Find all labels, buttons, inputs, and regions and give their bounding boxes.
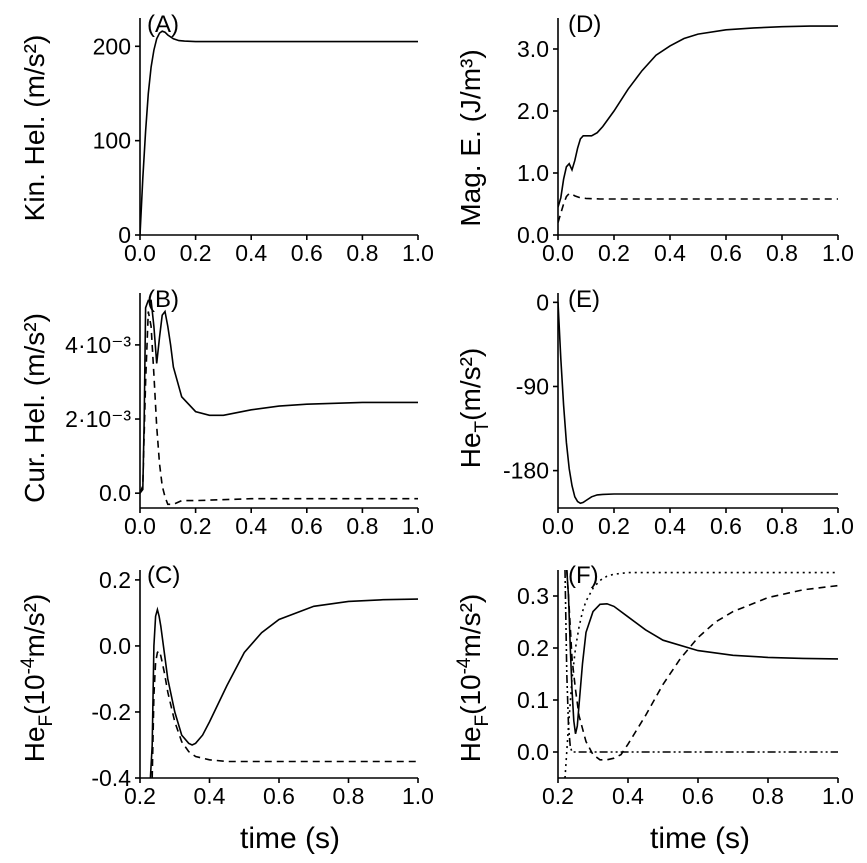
x-tick-label: 0.2 — [124, 783, 156, 809]
y-tick-label: -0.4 — [91, 765, 131, 791]
y-tick-label: 0.2 — [99, 567, 131, 593]
panel-a-label: (A) — [147, 11, 179, 38]
x-tick-label: 0.2 — [598, 513, 630, 539]
panel-c-series-dashed-line — [151, 649, 418, 778]
y-tick-label: 3.0 — [517, 36, 549, 62]
y-tick-label: 0 — [118, 222, 131, 248]
x-tick-label: 0.8 — [346, 513, 378, 539]
x-tick-label: 1.0 — [822, 240, 854, 266]
panel-d-series-dashed-line — [558, 192, 838, 223]
panel-f: (F) HeF(10-4m/s²) 0.2 0.4 0.6 0.8 1.0 0.0 0.1 0… — [454, 562, 854, 809]
y-tick-label: 200 — [93, 33, 131, 59]
panel-a-ylabel: Kin. Hel. (m/s²) — [19, 35, 50, 222]
x-tick-label: 0.6 — [682, 783, 714, 809]
x-tick-label: 0.2 — [180, 240, 212, 266]
y-tick-label: -0.2 — [91, 699, 131, 725]
x-tick-label: 0.6 — [263, 783, 295, 809]
x-tick-label: 0.4 — [612, 783, 644, 809]
x-tick-label: 0.4 — [654, 513, 686, 539]
y-tick-label: 0.3 — [517, 583, 549, 609]
panel-c-ylabel-main: HeF(10-4m/s²) — [18, 594, 57, 763]
panel-e-label: (E) — [568, 286, 600, 313]
panel-f-series-solid-line — [566, 570, 838, 734]
panel-c-ylabel-unit: m/s²) — [19, 594, 50, 658]
panel-b: (B) Cur. Hel. (m/s²) 0.0 0.2 0.4 0.6 0.8 1.00… — [19, 286, 434, 539]
panel-c-ylabel-sup: -4 — [18, 657, 39, 674]
y-tick-label: 2.0 — [517, 98, 549, 124]
panel-c-ylabel-he: He — [19, 726, 50, 762]
panel-b-series-dashed-line — [140, 311, 418, 506]
x-tick-label: 0.8 — [333, 783, 365, 809]
panel-d: (D) Mag. E. (J/m³) 0.0 0.2 0.4 0.6 0.8 1.0 0.0… — [455, 11, 854, 266]
panel-d-series-solid-line — [558, 25, 838, 208]
x-tick-label: 0.8 — [766, 513, 798, 539]
y-tick-label: 2·10⁻³ — [65, 406, 131, 432]
panel-a-series-solid-line — [140, 30, 418, 235]
panel-f-series-dotted-line — [564, 571, 838, 778]
panel-d-label: (D) — [568, 11, 601, 38]
x-tick-label: 0.0 — [124, 240, 156, 266]
x-tick-label: 0.8 — [346, 240, 378, 266]
y-tick-label: 0.0 — [517, 739, 549, 765]
y-tick-label: 0 — [536, 289, 549, 315]
x-tick-label: 0.6 — [291, 513, 323, 539]
x-axis-label-right: time (s) — [650, 822, 750, 855]
panel-b-ylabel: Cur. Hel. (m/s²) — [19, 313, 50, 503]
x-tick-label: 1.0 — [402, 513, 434, 539]
x-tick-label: 1.0 — [822, 513, 854, 539]
panel-e-ylabel-main: HeT(m/s²) — [455, 348, 493, 468]
x-axis-label-left: time (s) — [240, 822, 340, 855]
x-tick-label: 0.6 — [710, 240, 742, 266]
panel-c-series-solid-line — [149, 598, 418, 778]
panel-c-label: (C) — [147, 562, 180, 589]
y-tick-label: 0.0 — [517, 222, 549, 248]
y-tick-label: 0.2 — [517, 635, 549, 661]
panel-f-ylabel-sup: -4 — [454, 657, 475, 674]
x-tick-label: 0.4 — [654, 240, 686, 266]
x-tick-label: 0.2 — [542, 783, 574, 809]
panel-e-ylabel-he: He — [455, 432, 486, 468]
x-tick-label: 1.0 — [822, 783, 854, 809]
y-tick-label: -180 — [503, 458, 549, 484]
x-tick-label: 0.4 — [235, 513, 267, 539]
x-tick-label: 0.2 — [180, 513, 212, 539]
x-tick-label: 0.0 — [124, 513, 156, 539]
y-tick-label: 0.0 — [99, 633, 131, 659]
panel-f-ylabel-he: He — [455, 726, 486, 762]
x-tick-label: 0.0 — [542, 240, 574, 266]
panel-f-ylabel-rest: (10 — [455, 674, 486, 714]
panel-c-ylabel-sub: F — [36, 715, 57, 727]
panel-a: (A) Kin. Hel. (m/s²) 0.0 0.2 0.4 0.6 0.8 1.0 0… — [19, 11, 434, 266]
x-tick-label: 0.6 — [291, 240, 323, 266]
x-tick-label: 0.6 — [710, 513, 742, 539]
panel-b-series-solid-line — [140, 299, 418, 494]
y-tick-label: 1.0 — [517, 160, 549, 186]
y-tick-label: 0.1 — [517, 687, 549, 713]
x-tick-label: 1.0 — [402, 240, 434, 266]
x-tick-label: 1.0 — [402, 783, 434, 809]
x-tick-label: 0.8 — [766, 240, 798, 266]
x-tick-label: 0.8 — [752, 783, 784, 809]
panel-f-ylabel-sub: F — [472, 715, 493, 727]
x-tick-label: 0.2 — [598, 240, 630, 266]
panel-e: (E) HeT(m/s²) 0.0 0.2 0.4 0.6 0.8 1.0 -180 -90 0 — [455, 286, 854, 539]
panel-f-series-dashdotdot-line — [564, 570, 838, 753]
x-tick-label: 0.4 — [235, 240, 267, 266]
panel-e-ylabel-unit: (m/s²) — [455, 348, 486, 421]
panel-c-ylabel-rest: (10 — [19, 674, 50, 714]
panel-f-ylabel-main: HeF(10-4m/s²) — [454, 594, 493, 763]
y-tick-label: -90 — [516, 373, 549, 399]
y-tick-label: 0.0 — [99, 480, 131, 506]
y-tick-label: 100 — [93, 128, 131, 154]
panel-f-ylabel-unit: m/s²) — [455, 594, 486, 658]
y-tick-label: 4·10⁻³ — [65, 332, 131, 358]
x-tick-label: 0.0 — [542, 513, 574, 539]
panel-d-ylabel: Mag. E. (J/m³) — [455, 49, 486, 226]
panel-c: (C) HeF(10-4m/s²) 0.2 0.4 0.6 0.8 1.0 -0.4 -0.… — [18, 562, 434, 809]
x-tick-label: 0.4 — [194, 783, 226, 809]
panel-e-ylabel-sub: T — [472, 420, 493, 432]
panel-f-label: (F) — [568, 562, 599, 589]
panel-e-series-solid-line — [558, 302, 838, 505]
